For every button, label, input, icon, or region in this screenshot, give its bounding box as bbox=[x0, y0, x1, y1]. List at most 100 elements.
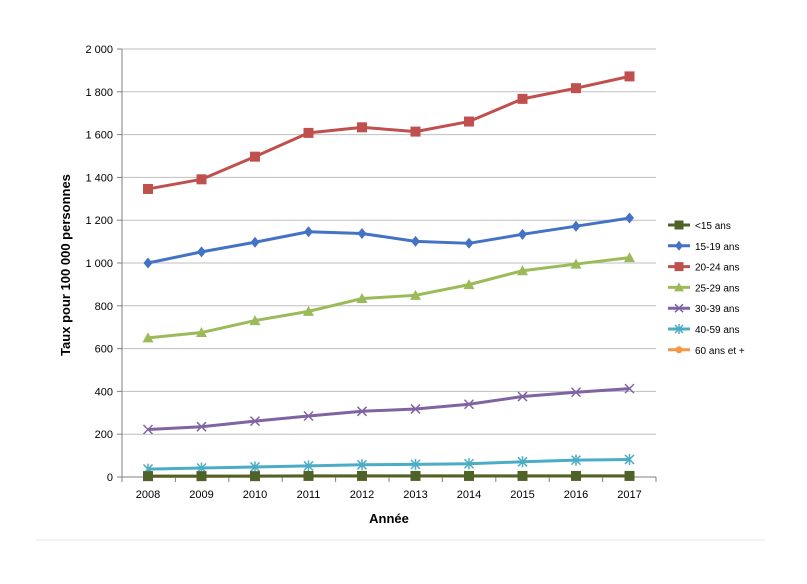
legend-item: 40-59 ans bbox=[668, 324, 739, 336]
data-point bbox=[356, 406, 368, 417]
data-point bbox=[250, 151, 260, 162]
data-point bbox=[196, 327, 207, 338]
data-point bbox=[142, 332, 154, 343]
x-tick-label: 2009 bbox=[189, 489, 213, 501]
legend-item: 20-24 ans bbox=[668, 262, 739, 274]
data-point bbox=[143, 471, 153, 482]
data-point bbox=[624, 252, 635, 263]
data-point bbox=[517, 265, 528, 276]
legend-label: <15 ans bbox=[695, 221, 731, 232]
data-point bbox=[196, 471, 207, 482]
y-tick-label: 2 000 bbox=[85, 44, 113, 56]
x-tick-label: 2013 bbox=[403, 489, 427, 501]
y-tick-label: 1 600 bbox=[85, 130, 113, 142]
x-tick-label: 2017 bbox=[617, 489, 641, 501]
data-point bbox=[410, 126, 421, 137]
data-point bbox=[303, 460, 314, 472]
data-point bbox=[570, 258, 582, 269]
data-point bbox=[356, 459, 368, 471]
x-axis-title: Année bbox=[369, 511, 409, 526]
legend-item: 25-29 ans bbox=[668, 282, 739, 294]
x-tick-label: 2008 bbox=[136, 489, 160, 501]
y-tick-label: 0 bbox=[107, 472, 113, 484]
y-tick-label: 1 200 bbox=[85, 215, 113, 227]
data-point bbox=[570, 454, 582, 466]
data-point bbox=[143, 183, 153, 194]
data-point bbox=[356, 293, 368, 304]
legend-marker bbox=[674, 220, 684, 230]
data-point bbox=[196, 174, 207, 185]
data-point bbox=[303, 305, 314, 316]
legend-marker bbox=[674, 282, 684, 292]
legend-marker bbox=[674, 324, 684, 334]
series-layer bbox=[142, 71, 635, 482]
series-3 bbox=[142, 252, 635, 343]
legend-label: 20-24 ans bbox=[695, 263, 739, 274]
x-tick-label: 2016 bbox=[564, 489, 588, 501]
y-axis-title: Taux pour 100 000 personnes bbox=[58, 174, 73, 356]
x-tick-label: 2015 bbox=[510, 489, 534, 501]
data-point bbox=[517, 470, 528, 481]
legend-item: 60 ans et + bbox=[668, 346, 745, 357]
series-line bbox=[147, 256, 630, 340]
data-point bbox=[410, 458, 421, 470]
y-tick-label: 400 bbox=[95, 386, 113, 398]
y-tick-label: 800 bbox=[95, 301, 113, 313]
series-line bbox=[147, 387, 630, 431]
legend-label: 25-29 ans bbox=[695, 283, 739, 294]
data-point bbox=[571, 470, 581, 481]
data-point bbox=[249, 315, 261, 326]
data-point bbox=[624, 453, 635, 465]
data-point bbox=[624, 470, 635, 481]
legend-marker bbox=[674, 303, 684, 313]
data-point bbox=[464, 237, 474, 249]
data-point bbox=[518, 228, 527, 240]
legend-item: 30-39 ans bbox=[668, 303, 739, 315]
data-point bbox=[625, 212, 634, 224]
legend-marker bbox=[674, 262, 684, 272]
data-point bbox=[357, 470, 367, 481]
series-1 bbox=[143, 212, 634, 269]
data-point bbox=[464, 470, 474, 481]
x-tick-label: 2012 bbox=[350, 489, 374, 501]
data-point bbox=[411, 235, 420, 247]
legend-label: 60 ans et + bbox=[695, 346, 745, 357]
data-point bbox=[357, 227, 367, 239]
data-point bbox=[570, 387, 582, 398]
data-point bbox=[197, 246, 206, 258]
data-point bbox=[517, 391, 528, 402]
grid-layer bbox=[122, 48, 656, 435]
legend-item: 15-19 ans bbox=[668, 240, 739, 253]
legend-label: 15-19 ans bbox=[695, 242, 739, 253]
data-point bbox=[250, 471, 260, 482]
series-line bbox=[147, 74, 630, 191]
legend-label: 30-39 ans bbox=[695, 304, 739, 315]
data-point bbox=[304, 226, 313, 238]
data-point bbox=[303, 470, 314, 481]
legend-marker bbox=[675, 346, 683, 354]
data-point bbox=[463, 458, 475, 470]
data-point bbox=[517, 93, 528, 104]
axis-layer: 0 200 400 600 800 1 000 1 200 1 400 1 600 1 800 2 … bbox=[36, 44, 765, 541]
y-tick-label: 1 800 bbox=[85, 87, 113, 99]
data-point bbox=[196, 421, 207, 432]
data-point bbox=[464, 116, 474, 127]
y-tick-label: 600 bbox=[95, 344, 113, 356]
series-5 bbox=[142, 453, 635, 475]
x-tick-label: 2011 bbox=[297, 489, 321, 501]
data-point bbox=[249, 416, 261, 427]
y-tick-label: 1 400 bbox=[85, 172, 113, 184]
data-point bbox=[410, 289, 421, 300]
data-point bbox=[357, 122, 367, 133]
data-point bbox=[303, 127, 314, 138]
series-line bbox=[147, 216, 630, 265]
data-point bbox=[624, 383, 635, 394]
data-point bbox=[143, 257, 153, 269]
data-point bbox=[303, 410, 314, 422]
data-point bbox=[410, 470, 421, 481]
series-2 bbox=[143, 71, 635, 194]
data-point bbox=[571, 83, 581, 94]
x-tick-label: 2010 bbox=[243, 489, 267, 501]
